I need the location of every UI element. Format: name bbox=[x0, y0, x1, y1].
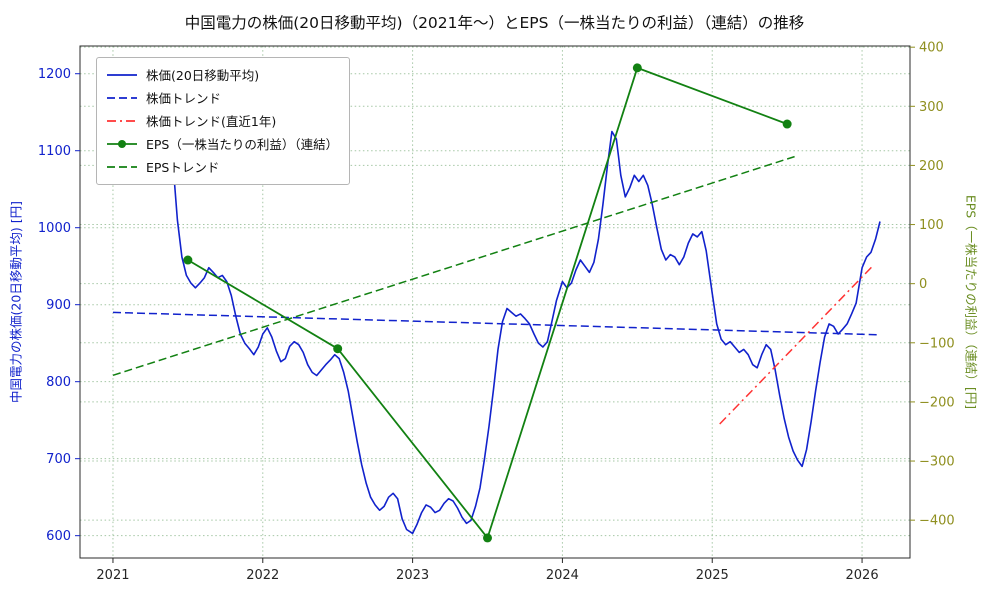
y-right-tick-label: −300 bbox=[919, 455, 955, 470]
legend: 株価(20日移動平均) 株価トレンド 株価トレンド(直近1年) EPS（一株当た… bbox=[96, 57, 351, 185]
legend-label-price-trend-1y: 株価トレンド(直近1年) bbox=[146, 114, 277, 129]
legend-item-eps: EPS（一株当たりの利益）（連結） bbox=[106, 134, 338, 153]
legend-price-line-sample bbox=[107, 73, 137, 76]
y-right-tick-label: 100 bbox=[919, 218, 944, 233]
chart-title: 中国電力の株価(20日移動平均)（2021年～）とEPS（一株当たりの利益）（連… bbox=[184, 14, 805, 32]
y-right-tick-label: −200 bbox=[919, 395, 955, 410]
y-right-tick-label: 0 bbox=[919, 277, 927, 292]
y-right-tick-label: 300 bbox=[919, 100, 944, 115]
price-line bbox=[167, 110, 881, 535]
x-tick-label: 2025 bbox=[696, 568, 729, 583]
x-tick-label: 2026 bbox=[846, 568, 879, 583]
legend-label-price: 株価(20日移動平均) bbox=[146, 68, 260, 83]
legend-item-price-trend-1y: 株価トレンド(直近1年) bbox=[106, 111, 338, 130]
y-right-tick-label: 200 bbox=[919, 159, 944, 174]
x-tick-label: 2024 bbox=[546, 568, 579, 583]
y-left-tick-label: 600 bbox=[46, 529, 71, 544]
eps-marker bbox=[183, 255, 193, 265]
legend-label-eps-trend: EPSトレンド bbox=[146, 160, 220, 175]
x-tick-label: 2021 bbox=[96, 568, 129, 583]
legend-item-price-trend: 株価トレンド bbox=[106, 88, 338, 107]
legend-eps-line-sample bbox=[107, 139, 137, 148]
legend-label-price-trend: 株価トレンド bbox=[146, 91, 222, 106]
price-trend-1y-line bbox=[719, 264, 875, 425]
legend-item-price: 株価(20日移動平均) bbox=[106, 65, 338, 84]
y-right-tick-label: −400 bbox=[919, 514, 955, 529]
legend-price-trend-sample bbox=[107, 96, 137, 99]
y-left-tick-label: 800 bbox=[46, 375, 71, 390]
x-tick-label: 2022 bbox=[246, 568, 279, 583]
eps-marker bbox=[333, 344, 343, 354]
legend-price-trend-1y-sample bbox=[107, 119, 137, 122]
legend-eps-marker bbox=[118, 139, 126, 148]
y-left-tick-label: 900 bbox=[46, 298, 71, 313]
eps-marker bbox=[632, 63, 642, 73]
eps-marker bbox=[483, 533, 493, 543]
legend-item-eps-trend: EPSトレンド bbox=[106, 157, 338, 176]
x-tick-label: 2023 bbox=[396, 568, 429, 583]
eps-marker bbox=[782, 119, 792, 129]
y-left-tick-label: 1000 bbox=[38, 221, 71, 236]
legend-label-eps: EPS（一株当たりの利益）（連結） bbox=[146, 137, 339, 152]
price-trend-line bbox=[112, 311, 878, 336]
y-right-tick-label: 400 bbox=[919, 41, 944, 56]
y-left-tick-label: 1100 bbox=[38, 144, 71, 159]
legend-eps-trend-sample bbox=[107, 165, 137, 168]
y-left-tick-label: 1200 bbox=[38, 67, 71, 82]
y-right-tick-label: −100 bbox=[919, 336, 955, 351]
axis-frame bbox=[79, 45, 911, 559]
y-left-tick-label: 700 bbox=[46, 452, 71, 467]
